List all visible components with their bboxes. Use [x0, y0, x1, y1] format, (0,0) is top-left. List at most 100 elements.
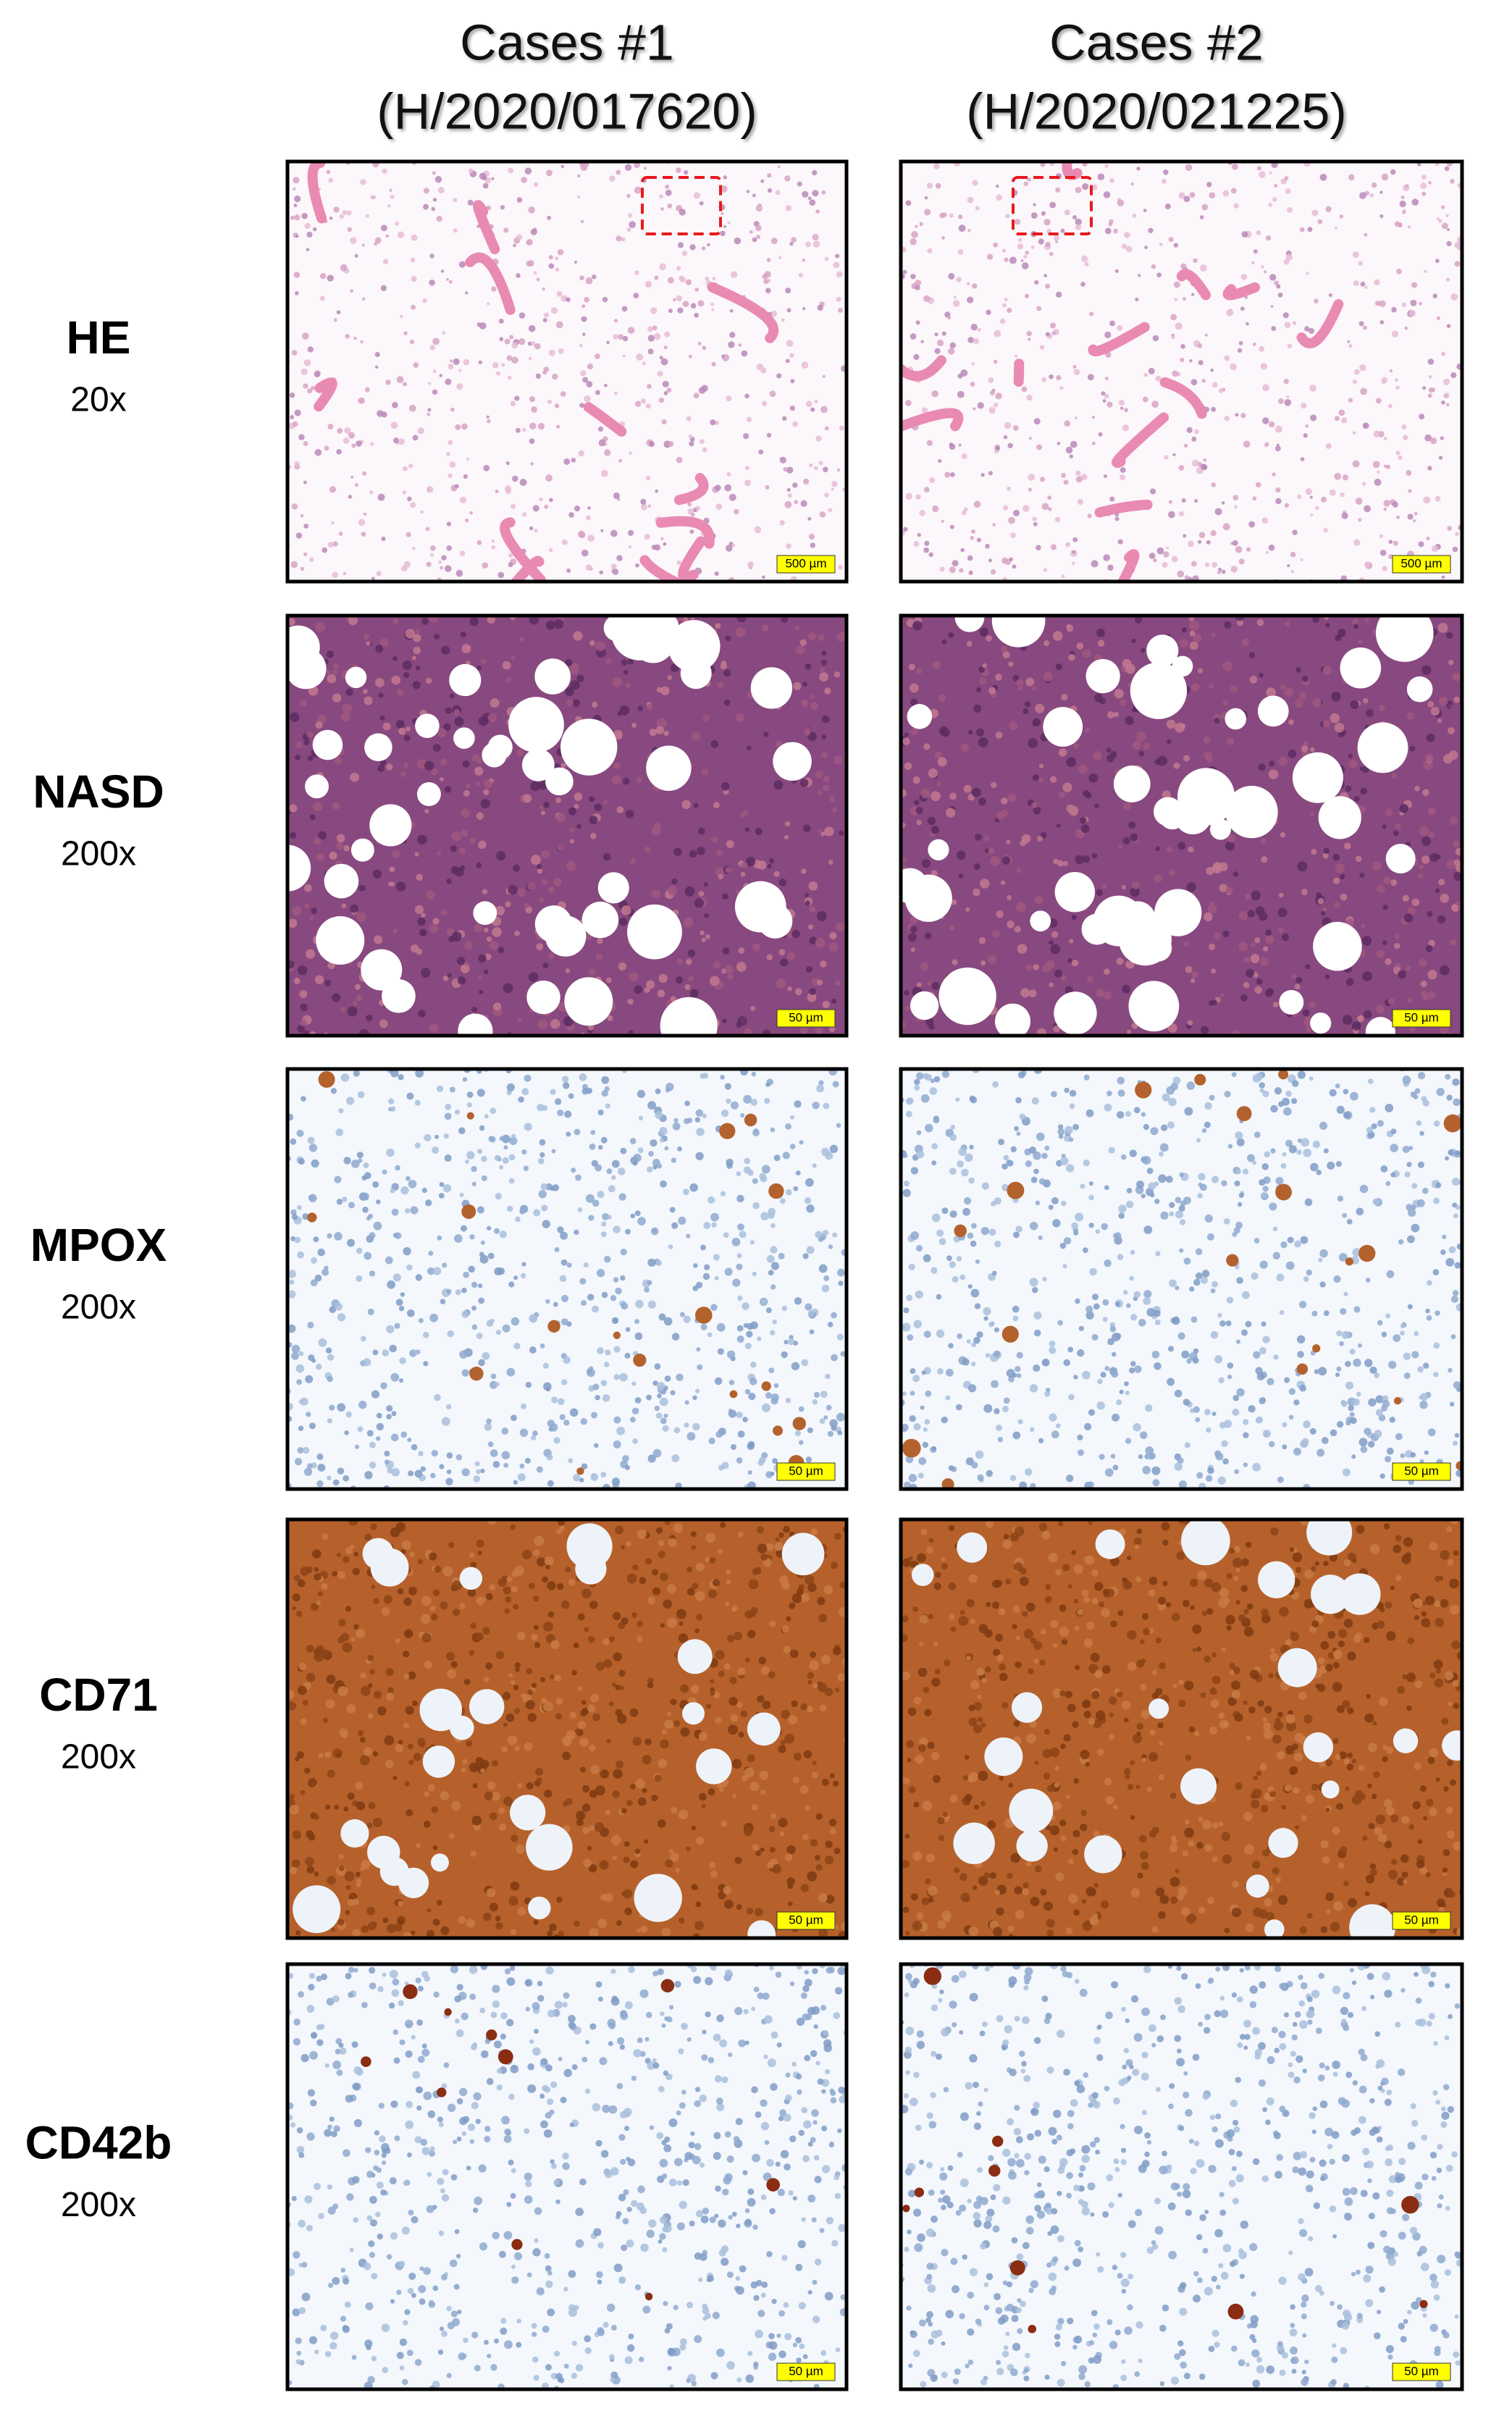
cell [1088, 1409, 1096, 1416]
fat-vacuole [938, 967, 996, 1026]
cell [503, 1796, 513, 1806]
cell [671, 1454, 680, 1462]
cell [380, 638, 389, 647]
cell [1269, 1202, 1277, 1211]
cell [967, 1232, 974, 1239]
cell [367, 1713, 374, 1719]
cell [521, 1088, 529, 1096]
cell [516, 427, 521, 433]
cell [632, 1438, 638, 1444]
cell [649, 729, 657, 737]
cell [1045, 241, 1051, 247]
cell [321, 1582, 328, 1590]
cell [717, 682, 724, 689]
cell [1124, 408, 1129, 413]
cell [1032, 774, 1039, 781]
cell [1104, 1103, 1112, 1112]
cell [1067, 1346, 1074, 1353]
cell [1169, 869, 1176, 876]
cell [1188, 846, 1194, 853]
cell [576, 823, 581, 829]
cell [372, 1181, 379, 1188]
cell [1087, 513, 1092, 519]
cell [494, 1154, 501, 1162]
cell [1155, 375, 1162, 382]
cell [1274, 184, 1278, 188]
cell [698, 1792, 707, 1801]
cell [624, 1464, 630, 1470]
cell [621, 1808, 627, 1814]
cell [1004, 298, 1008, 302]
cell [1070, 440, 1078, 448]
fat-vacuole [560, 718, 618, 776]
cell [1378, 1414, 1386, 1422]
cell [1417, 1071, 1426, 1080]
cell [924, 196, 928, 200]
cell [1377, 1120, 1384, 1127]
cell [734, 237, 742, 245]
cell [1329, 489, 1336, 496]
cell [1162, 790, 1171, 800]
cell [343, 844, 350, 852]
cell [606, 1738, 611, 1744]
cell [647, 335, 655, 342]
cell [480, 1240, 485, 1245]
cell [542, 1105, 548, 1111]
cell [635, 1299, 644, 1309]
cell [903, 1180, 910, 1187]
cell [744, 1342, 752, 1350]
cell [1358, 261, 1364, 266]
cell [1112, 1413, 1120, 1422]
cell [1162, 178, 1167, 184]
cell [744, 479, 752, 487]
cell [1189, 359, 1193, 363]
cell [1386, 1270, 1395, 1278]
cell [646, 1166, 653, 1173]
fat-vacuole [904, 874, 952, 922]
cell [744, 466, 749, 470]
cell [1353, 1358, 1361, 1367]
cell [1296, 1149, 1302, 1155]
fat-vacuole [1085, 658, 1120, 694]
cell [1453, 1098, 1461, 1107]
cell [620, 1147, 627, 1154]
cell [976, 1331, 983, 1338]
cell [1001, 797, 1008, 805]
cell [816, 1084, 824, 1093]
cell [836, 271, 843, 278]
cell [496, 371, 501, 376]
cell [621, 659, 628, 666]
cell [936, 1329, 945, 1338]
cell [1222, 700, 1228, 705]
cell [304, 1767, 311, 1774]
cell [589, 1143, 596, 1150]
cell [502, 1157, 509, 1164]
cell [1026, 395, 1033, 401]
cell [969, 1144, 974, 1150]
cell [1185, 965, 1193, 973]
cell [742, 1302, 749, 1310]
cell [730, 1101, 739, 1110]
cell [956, 850, 966, 860]
cell [698, 891, 705, 897]
cell [596, 1269, 605, 1278]
cell [1263, 946, 1269, 952]
cell [812, 1760, 817, 1765]
cell [794, 625, 800, 631]
micrograph [901, 1069, 1462, 1489]
cell [634, 1332, 643, 1341]
cell [294, 1236, 301, 1244]
cell [1237, 619, 1244, 626]
cell [994, 1327, 999, 1333]
cell [1413, 519, 1416, 523]
cell [1080, 282, 1085, 287]
cell [831, 998, 837, 1004]
cell [529, 526, 534, 531]
cell [832, 1232, 838, 1238]
cell [298, 1425, 304, 1431]
cell [378, 692, 384, 698]
cell [710, 1687, 715, 1693]
cell [1287, 343, 1293, 349]
cell [299, 1019, 307, 1027]
cell [1012, 1431, 1021, 1440]
